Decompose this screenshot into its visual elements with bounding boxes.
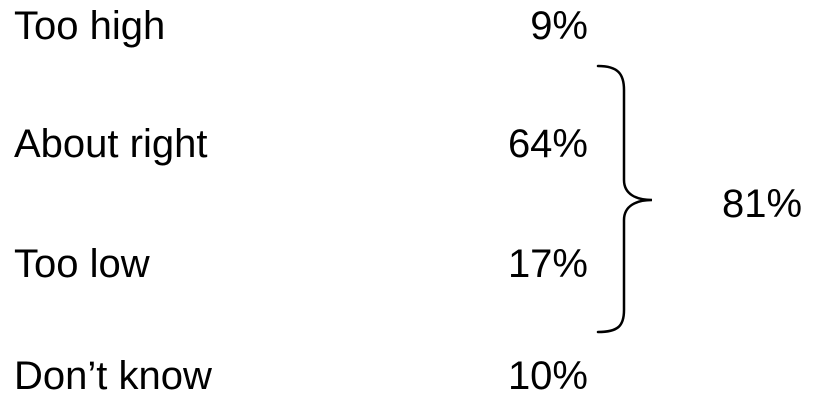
- row-label-too-high: Too high: [14, 4, 166, 48]
- row-value-about-right: 64%: [507, 122, 588, 166]
- row-label-too-low: Too low: [14, 242, 150, 286]
- right-curly-brace-icon: [596, 64, 653, 334]
- row-value-too-low: 17%: [507, 242, 588, 286]
- row-value-too-high: 9%: [530, 4, 588, 48]
- bracket-total-label: 81%: [722, 182, 803, 226]
- row-label-dont-know: Don’t know: [14, 354, 212, 398]
- row-value-dont-know: 10%: [507, 354, 588, 398]
- row-label-about-right: About right: [14, 122, 208, 166]
